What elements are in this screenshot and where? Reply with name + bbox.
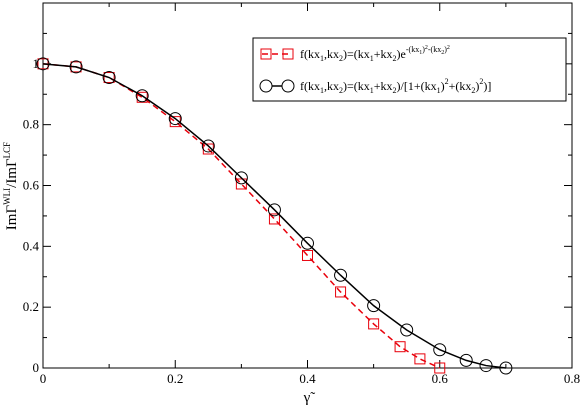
x-axis-label: γ̃ — [303, 390, 316, 406]
y-tick-label: 0.6 — [23, 178, 40, 193]
legend-marker-circle-left — [259, 79, 273, 93]
data-point-square — [414, 353, 426, 365]
data-point-square — [268, 213, 280, 225]
data-point-square — [235, 178, 247, 190]
y-tick-label: 0.4 — [23, 238, 40, 253]
data-point-circle — [102, 71, 116, 85]
axis-tick-labels: 0 0.2 0.4 0.6 0.8 0 0.2 0.4 0.6 0.8 1 — [23, 56, 580, 386]
legend-marker-square-right — [282, 48, 294, 60]
x-tick-label: 0.6 — [432, 371, 449, 386]
legend-label-series-2: f(kx1,kx2)=(kx1+kx2)/[1+(kx1)2+(kx2)2)] — [300, 77, 491, 95]
data-point-circle — [499, 361, 513, 375]
data-point-square — [434, 362, 446, 374]
data-point-circle — [301, 236, 314, 250]
x-tick-label: 0.2 — [167, 371, 183, 386]
axis-ticks — [42, 3, 573, 369]
data-point-circle — [267, 203, 281, 217]
data-point-circle — [433, 343, 447, 357]
y-tick-label: 0 — [33, 360, 40, 375]
series-layer — [36, 57, 513, 375]
data-point-square — [136, 91, 148, 103]
data-point-circle — [367, 299, 381, 313]
data-point-square — [394, 341, 406, 353]
x-tick-label: 0.4 — [299, 371, 316, 386]
legend: f(kx1,kx2)=(kx1+kx2)e-(kx1)2-(kx2)2 f(kx… — [252, 37, 567, 102]
series-line-1 — [42, 63, 441, 369]
data-point-circle — [168, 112, 182, 126]
data-point-square — [335, 286, 347, 298]
legend-box — [252, 37, 567, 102]
data-point-circle — [135, 89, 149, 103]
data-point-square — [103, 72, 115, 84]
legend-label-series-1: f(kx1,kx2)=(kx1+kx2)e-(kx1)2-(kx2)2 — [300, 45, 450, 63]
data-point-circle — [334, 268, 348, 282]
y-axis-label-group: ImΓWLI/ImΓLCF — [2, 142, 20, 230]
data-point-circle — [234, 171, 248, 185]
data-point-square — [302, 249, 313, 261]
y-axis-label: ImΓWLI/ImΓLCF — [2, 142, 20, 230]
data-point-circle — [69, 60, 83, 74]
x-tick-label: 0 — [40, 371, 47, 386]
series-line-2 — [42, 63, 506, 369]
data-point-circle — [400, 323, 414, 337]
data-point-circle — [201, 139, 215, 153]
data-point-circle — [36, 57, 50, 71]
y-tick-label: 1 — [33, 56, 40, 71]
y-tick-label: 0.2 — [23, 299, 39, 314]
data-point-circle — [479, 359, 493, 373]
data-point-circle — [459, 353, 473, 367]
x-tick-label: 0.8 — [564, 371, 580, 386]
legend-marker-circle-right — [281, 79, 295, 93]
data-point-square — [368, 318, 380, 330]
legend-marker-square-left — [260, 48, 272, 60]
y-tick-label: 0.8 — [23, 117, 39, 132]
